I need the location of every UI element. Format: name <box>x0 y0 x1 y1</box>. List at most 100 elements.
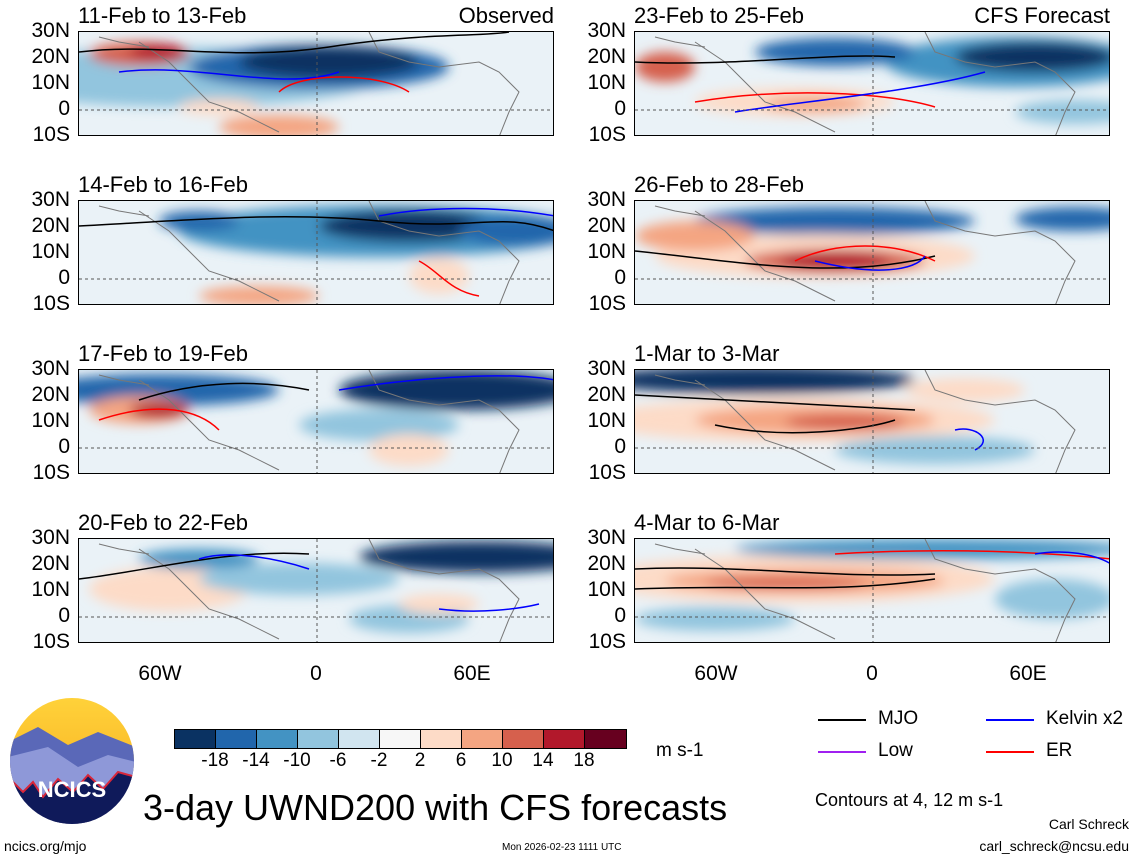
wave-contour <box>814 255 926 271</box>
wind-anomaly-shading <box>199 563 399 595</box>
wind-anomaly-shading <box>179 99 259 115</box>
map-panel <box>634 369 1110 474</box>
x-tick-label: 60E <box>1009 662 1047 685</box>
panel-title: 17-Feb to 19-Feb <box>78 341 248 366</box>
colorbar-swatch <box>503 730 544 748</box>
panel-title: 20-Feb to 22-Feb <box>78 510 248 535</box>
colorbar-swatch <box>462 730 503 748</box>
coastline <box>98 374 150 386</box>
y-tick-label: 10S <box>32 461 70 484</box>
y-tick-label: 30N <box>31 357 70 380</box>
wind-anomaly-shading <box>635 607 795 631</box>
colorbar-swatch <box>257 730 298 748</box>
wave-contour <box>1034 551 1109 564</box>
coastline <box>924 201 1076 304</box>
coastline <box>924 539 1076 642</box>
coastline <box>368 370 520 473</box>
y-tick-label: 0 <box>614 97 626 120</box>
y-tick-label: 20N <box>587 552 626 575</box>
map-panel <box>78 31 554 136</box>
wave-contour <box>79 552 310 580</box>
wind-anomaly-shading <box>199 286 319 304</box>
colorbar-swatch <box>544 730 585 748</box>
footer-url[interactable]: ncics.org/mjo <box>4 838 87 854</box>
legend-label: Kelvin x2 <box>1046 708 1124 729</box>
coastline <box>654 205 706 217</box>
x-tick-label: 0 <box>866 662 878 685</box>
coastline <box>98 205 150 217</box>
y-tick-label: 20N <box>587 214 626 237</box>
y-tick-label: 0 <box>614 435 626 458</box>
coastline <box>368 201 520 304</box>
y-tick-label: 10S <box>32 123 70 146</box>
wave-contour <box>138 382 310 401</box>
wave-contour <box>954 428 984 451</box>
x-tick-label: 60W <box>694 662 738 685</box>
colorbar-swatch <box>216 730 257 748</box>
y-tick-label: 0 <box>58 97 70 120</box>
map-panel <box>78 369 554 474</box>
wind-anomaly-shading <box>219 115 339 135</box>
contour-note: Contours at 4, 12 m s-1 <box>815 790 1004 810</box>
wave-contour <box>635 250 936 269</box>
y-tick-label: 20N <box>31 45 70 68</box>
wave-contour <box>438 603 540 612</box>
map-canvas <box>635 539 1109 642</box>
colorbar-swatch <box>421 730 462 748</box>
wind-anomaly-shading <box>369 434 449 466</box>
legend-line <box>986 719 1034 721</box>
wind-anomaly-shading <box>995 579 1109 619</box>
logo-text: NCICS <box>37 777 107 802</box>
colorbar-label: -18 <box>201 750 229 771</box>
colorbar-swatch <box>298 730 339 748</box>
wind-anomaly-shading <box>1015 207 1109 231</box>
map-canvas <box>635 370 1109 473</box>
coastline <box>694 548 836 640</box>
footer-email[interactable]: carl_schreck@ncsu.edu <box>979 838 1129 854</box>
wind-anomaly-shading <box>755 38 915 66</box>
wind-anomaly-shading <box>905 378 1025 402</box>
wind-anomaly-shading <box>765 96 865 112</box>
map-canvas <box>635 201 1109 304</box>
coastline <box>924 32 1076 135</box>
map-canvas <box>79 32 553 135</box>
legend-label: ER <box>1046 740 1073 761</box>
coastline <box>138 41 280 133</box>
panel-title: 26-Feb to 28-Feb <box>634 172 804 197</box>
x-tick-label: 0 <box>310 662 322 685</box>
y-tick-label: 20N <box>587 45 626 68</box>
y-tick-label: 0 <box>58 435 70 458</box>
colorbar-swatch <box>380 730 421 748</box>
wave-contour <box>79 215 553 232</box>
coastline <box>694 210 836 302</box>
wave-contour <box>198 554 310 570</box>
map-canvas <box>79 201 553 304</box>
y-tick-label: 0 <box>614 604 626 627</box>
coastline <box>694 379 836 471</box>
map-panel <box>78 538 554 643</box>
legend-label: Low <box>878 740 913 761</box>
y-tick-label: 30N <box>31 526 70 549</box>
wave-contour <box>635 394 916 411</box>
wind-anomaly-shading <box>399 594 479 614</box>
colorbar-label: 2 <box>414 750 426 771</box>
wave-contour <box>79 32 510 54</box>
y-tick-label: 0 <box>58 266 70 289</box>
map-panel <box>634 31 1110 136</box>
coastline <box>654 36 706 48</box>
coastline <box>924 370 1076 473</box>
wave-contour <box>98 408 220 431</box>
map-panel <box>634 200 1110 305</box>
wave-contour <box>338 375 553 391</box>
y-tick-label: 30N <box>587 19 626 42</box>
coastline <box>98 543 150 555</box>
legend-line <box>986 751 1034 753</box>
y-tick-label: 30N <box>587 526 626 549</box>
colorbar-units: m s-1 <box>656 740 704 761</box>
y-tick-label: 20N <box>31 552 70 575</box>
y-tick-label: 10S <box>588 123 626 146</box>
wind-anomaly-shading <box>299 409 459 441</box>
legend-line <box>818 719 866 721</box>
wind-anomaly-shading <box>635 52 695 82</box>
